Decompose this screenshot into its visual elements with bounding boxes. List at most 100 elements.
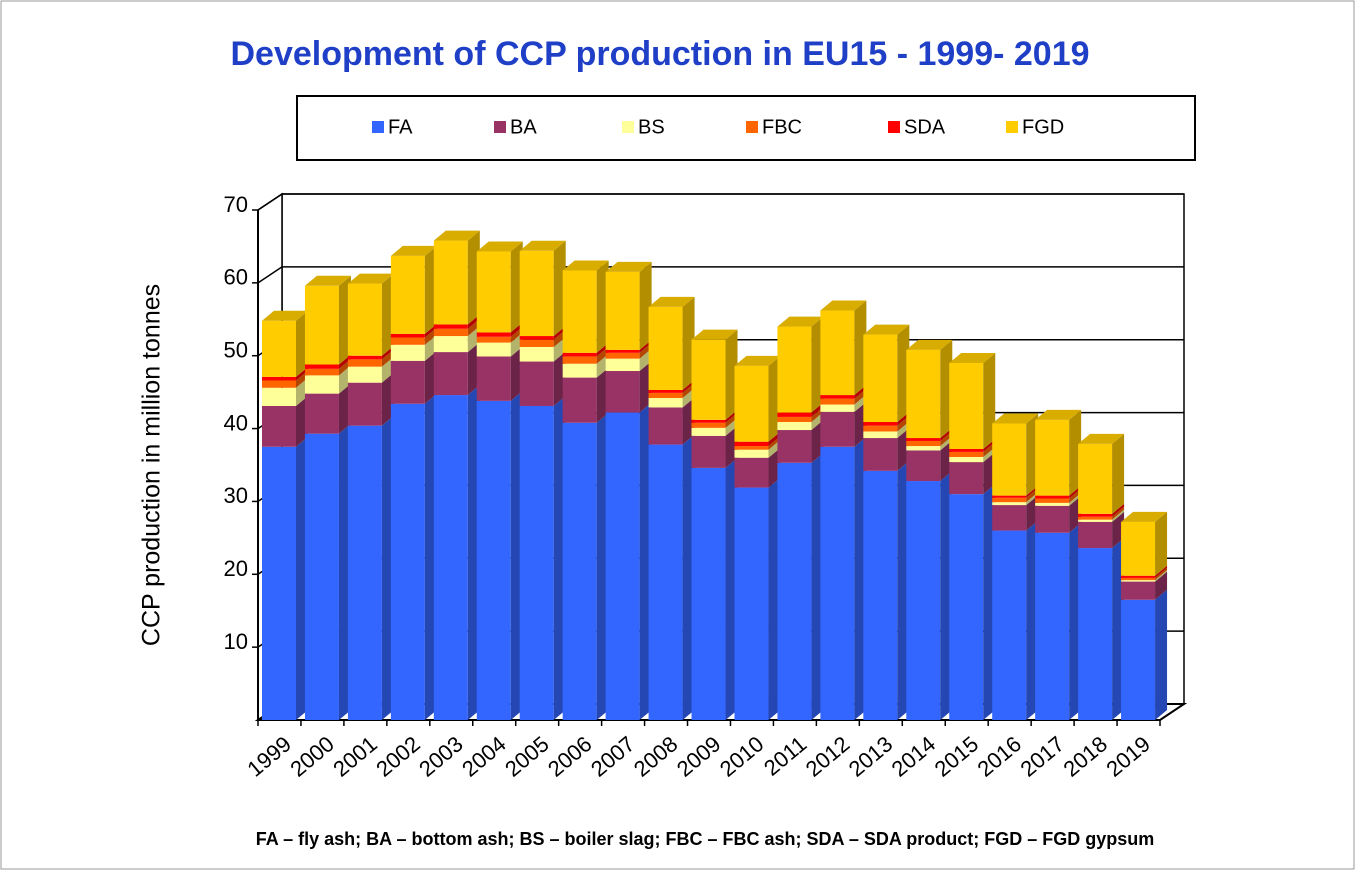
bar-segment	[1121, 511, 1168, 576]
bar-front	[992, 495, 1027, 498]
bar-side	[1155, 570, 1168, 582]
bar-front	[1121, 577, 1156, 581]
bar-front	[347, 359, 382, 367]
bar-front	[863, 431, 898, 439]
bar-front	[906, 450, 941, 482]
x-tick-label: 2001	[328, 731, 382, 782]
bar-top	[605, 261, 652, 272]
bar-top	[949, 353, 996, 363]
bar-front	[390, 337, 425, 345]
bar-front	[562, 377, 597, 423]
legend-swatch	[494, 121, 506, 133]
bar-segment	[863, 324, 910, 423]
x-tick-label: 2004	[457, 731, 511, 782]
bar-front	[605, 412, 640, 720]
bar-front	[262, 376, 296, 381]
bar-segment	[863, 460, 910, 720]
bar-front	[777, 422, 812, 431]
bar-front	[347, 283, 382, 356]
bar-top	[433, 230, 480, 241]
bar-segment	[433, 230, 480, 325]
y-tick-label: 70	[224, 192, 248, 217]
bar-front	[949, 448, 984, 452]
bar-side	[1155, 589, 1168, 720]
bar-front	[262, 380, 296, 388]
bar-top	[648, 296, 695, 307]
bar-front	[304, 375, 339, 394]
bar-front	[863, 425, 898, 432]
x-tick-label: 2019	[1101, 731, 1155, 782]
legend-label: FBC	[762, 116, 802, 138]
bar-front	[605, 271, 640, 350]
bar-top	[734, 355, 781, 366]
bar-front	[1078, 519, 1113, 522]
x-tick-label: 2009	[672, 731, 726, 782]
bar-front	[648, 392, 683, 398]
bar-segment	[304, 423, 351, 720]
bar-front	[433, 395, 468, 720]
bar-front	[390, 360, 425, 404]
bar-segment	[476, 346, 523, 401]
bar-top	[820, 300, 867, 311]
bar-segment	[605, 402, 652, 720]
y-tick-label: 60	[224, 265, 248, 290]
bar-front	[1078, 516, 1113, 520]
bar-segment	[605, 261, 652, 350]
bar-front	[390, 344, 425, 361]
bar-segment	[304, 275, 351, 365]
legend-label: FA	[388, 116, 413, 138]
bar-segment	[992, 413, 1039, 496]
x-tick-label: 2013	[844, 731, 898, 782]
bar-front	[734, 457, 769, 488]
bar-front	[648, 407, 683, 445]
bar-front	[777, 326, 812, 413]
bar-segment	[1078, 503, 1125, 517]
bar-front	[648, 397, 683, 408]
bar-front	[1078, 548, 1113, 720]
bar-front	[605, 352, 640, 359]
bar-segment	[734, 355, 781, 442]
bar-front	[691, 435, 726, 468]
bar-segment	[992, 520, 1039, 720]
bar-segment	[262, 436, 308, 720]
bar-front	[605, 349, 640, 353]
bar-front	[562, 363, 597, 378]
y-tick-label: 40	[224, 410, 248, 435]
bar-segment	[1121, 571, 1168, 600]
bar-segment	[519, 395, 566, 720]
bar-top	[262, 310, 308, 321]
bar-front	[906, 446, 941, 451]
legend-swatch	[888, 121, 900, 133]
bar-front	[1035, 502, 1070, 506]
bar-front	[992, 530, 1027, 720]
bar-segment	[390, 393, 437, 720]
bar-front	[992, 423, 1027, 496]
y-axis-title: CCP production in million tonnes	[138, 284, 166, 646]
bar-front	[390, 255, 425, 334]
bar-segment	[390, 245, 437, 334]
bar-front	[519, 250, 554, 337]
grid-line-side	[257, 193, 283, 211]
bar-front	[820, 395, 855, 399]
bar-front	[433, 352, 468, 396]
bar-side	[1155, 511, 1168, 576]
bar-front	[476, 251, 511, 333]
bar-front	[605, 371, 640, 413]
bar-top	[1121, 511, 1168, 522]
bar-front	[519, 346, 554, 362]
bar-front	[992, 505, 1027, 531]
y-tick-label: 10	[224, 629, 248, 654]
bar-front	[1121, 575, 1156, 578]
bar-segment	[562, 260, 609, 353]
bar-front	[476, 342, 511, 357]
bar-front	[820, 411, 855, 447]
bar-front	[734, 449, 769, 458]
footnote: FA – fly ash; BA – bottom ash; BS – boil…	[256, 829, 1154, 849]
bar-front	[906, 438, 941, 441]
bar-front	[433, 324, 468, 329]
legend-swatch	[622, 121, 634, 133]
x-tick-label: 2016	[973, 731, 1027, 782]
bar-segment	[347, 372, 394, 426]
x-tick-label: 2008	[629, 731, 683, 782]
